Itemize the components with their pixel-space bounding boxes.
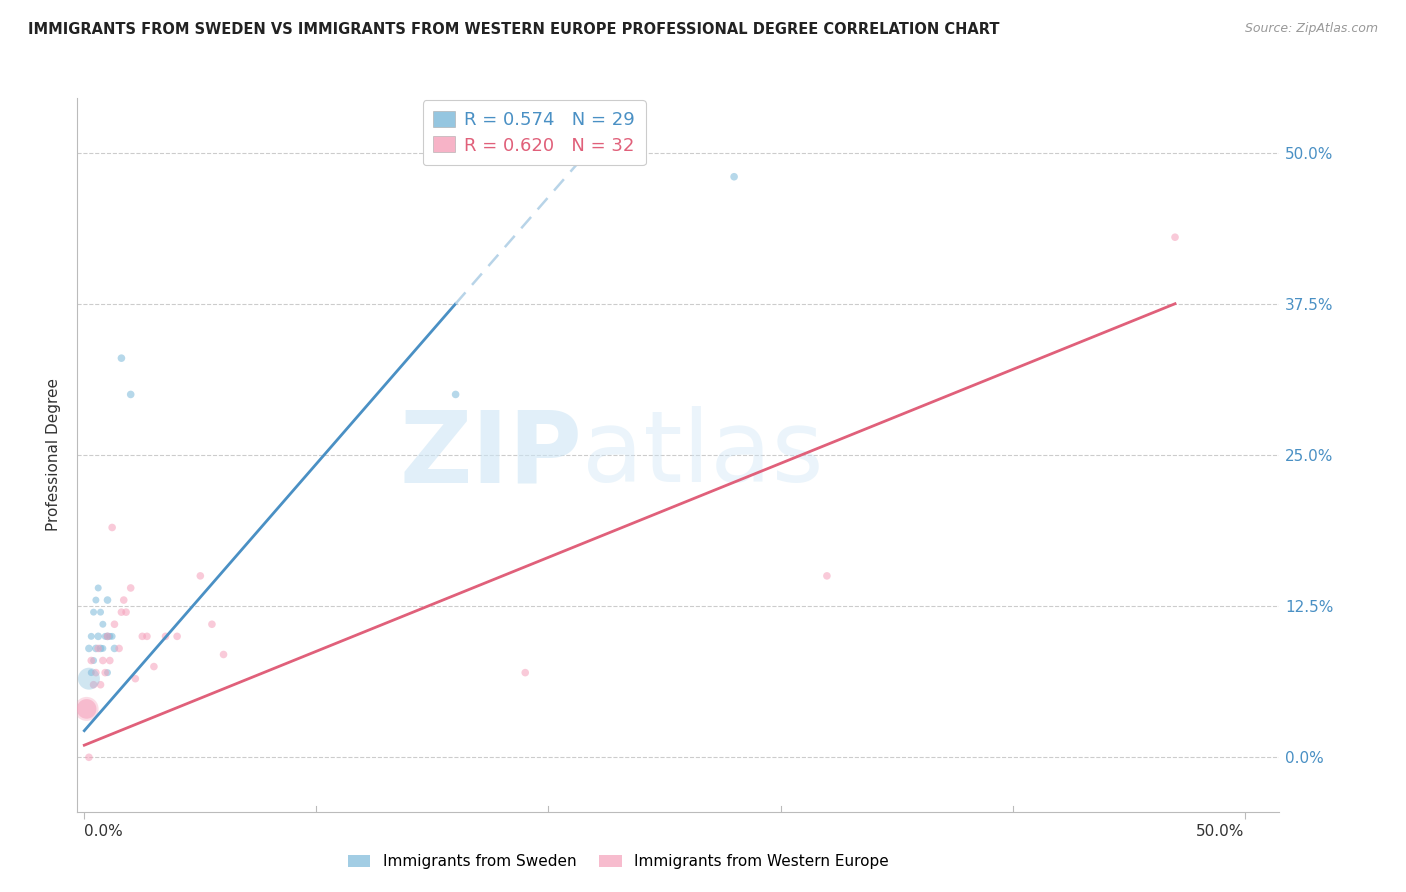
Point: [91, 641, 114, 656]
Point: [91, 617, 114, 632]
Point: [77, 750, 100, 764]
Point: [115, 605, 138, 619]
Text: ZIP: ZIP: [399, 407, 582, 503]
Point: [110, 605, 132, 619]
Text: atlas: atlas: [582, 407, 824, 503]
Point: [1164, 230, 1187, 244]
Point: [723, 169, 745, 184]
Point: [77, 641, 100, 656]
Point: [108, 641, 131, 656]
Point: [87, 641, 110, 656]
Point: [83, 678, 105, 692]
Point: [96, 665, 118, 680]
Point: [76, 702, 98, 716]
Point: [444, 387, 467, 401]
Point: [120, 387, 142, 401]
Text: 50.0%: 50.0%: [1197, 824, 1244, 838]
Point: [84, 665, 107, 680]
Point: [80, 629, 103, 643]
Point: [124, 672, 146, 686]
Text: IMMIGRANTS FROM SWEDEN VS IMMIGRANTS FROM WESTERN EUROPE PROFESSIONAL DEGREE COR: IMMIGRANTS FROM SWEDEN VS IMMIGRANTS FRO…: [28, 22, 1000, 37]
Point: [110, 351, 132, 366]
Point: [80, 654, 103, 668]
Point: [77, 672, 100, 686]
Point: [96, 629, 118, 643]
Point: [90, 605, 112, 619]
Point: [96, 593, 118, 607]
Point: [103, 617, 125, 632]
Point: [90, 678, 112, 692]
Point: [120, 581, 142, 595]
Point: [103, 641, 125, 656]
Point: [136, 629, 159, 643]
Point: [94, 629, 117, 643]
Text: Source: ZipAtlas.com: Source: ZipAtlas.com: [1244, 22, 1378, 36]
Point: [201, 617, 224, 632]
Y-axis label: Professional Degree: Professional Degree: [46, 378, 62, 532]
Legend: Immigrants from Sweden, Immigrants from Western Europe: Immigrants from Sweden, Immigrants from …: [342, 848, 896, 875]
Point: [83, 605, 105, 619]
Point: [84, 593, 107, 607]
Point: [142, 659, 165, 673]
Point: [98, 654, 121, 668]
Point: [96, 629, 118, 643]
Point: [87, 629, 110, 643]
Point: [815, 569, 838, 583]
Point: [90, 641, 112, 656]
Point: [101, 629, 124, 643]
Point: [83, 654, 105, 668]
Text: 0.0%: 0.0%: [84, 824, 124, 838]
Point: [112, 593, 135, 607]
Point: [91, 654, 114, 668]
Point: [76, 702, 98, 716]
Point: [87, 581, 110, 595]
Point: [166, 629, 188, 643]
Point: [131, 629, 153, 643]
Point: [94, 665, 117, 680]
Point: [101, 520, 124, 534]
Point: [155, 629, 177, 643]
Point: [98, 629, 121, 643]
Point: [188, 569, 211, 583]
Point: [515, 665, 537, 680]
Point: [84, 641, 107, 656]
Point: [80, 665, 103, 680]
Point: [212, 648, 235, 662]
